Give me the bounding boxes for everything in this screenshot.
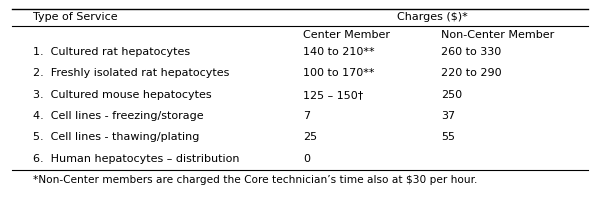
Text: 260 to 330: 260 to 330 xyxy=(441,47,501,57)
Text: Charges ($)*: Charges ($)* xyxy=(397,12,467,22)
Text: 5.  Cell lines - thawing/plating: 5. Cell lines - thawing/plating xyxy=(33,132,199,142)
Text: Center Member: Center Member xyxy=(303,31,390,40)
Text: 4.  Cell lines - freezing/storage: 4. Cell lines - freezing/storage xyxy=(33,111,203,121)
Text: Type of Service: Type of Service xyxy=(33,12,118,22)
Text: 250: 250 xyxy=(441,90,462,100)
Text: 7: 7 xyxy=(303,111,310,121)
Text: 2.  Freshly isolated rat hepatocytes: 2. Freshly isolated rat hepatocytes xyxy=(33,69,229,78)
Text: 125 – 150†: 125 – 150† xyxy=(303,90,363,100)
Text: 1.  Cultured rat hepatocytes: 1. Cultured rat hepatocytes xyxy=(33,47,190,57)
Text: 100 to 170**: 100 to 170** xyxy=(303,69,374,78)
Text: 3.  Cultured mouse hepatocytes: 3. Cultured mouse hepatocytes xyxy=(33,90,212,100)
Text: 25: 25 xyxy=(303,132,317,142)
Text: 0: 0 xyxy=(303,154,310,164)
Text: 37: 37 xyxy=(441,111,455,121)
Text: 6.  Human hepatocytes – distribution: 6. Human hepatocytes – distribution xyxy=(33,154,239,164)
Text: *Non-Center members are charged the Core technician’s time also at $30 per hour.: *Non-Center members are charged the Core… xyxy=(33,175,478,185)
Text: 220 to 290: 220 to 290 xyxy=(441,69,502,78)
Text: 55: 55 xyxy=(441,132,455,142)
Text: 140 to 210**: 140 to 210** xyxy=(303,47,374,57)
Text: Non-Center Member: Non-Center Member xyxy=(441,31,554,40)
